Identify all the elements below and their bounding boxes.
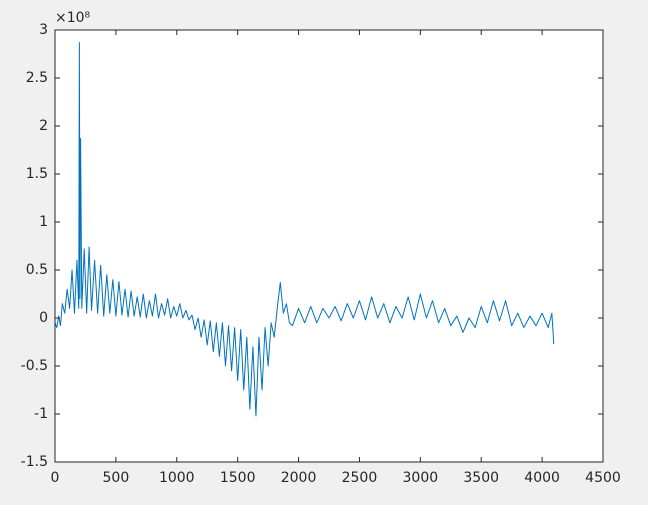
y-tick-label: 1 <box>39 214 48 230</box>
y-tick-label: 2 <box>39 118 48 134</box>
y-tick-label: -1 <box>34 406 48 422</box>
y-tick-label: -1.5 <box>21 454 48 470</box>
x-tick-label: 1500 <box>220 470 256 486</box>
x-tick-label: 2500 <box>342 470 378 486</box>
x-tick-label: 4500 <box>585 470 621 486</box>
x-tick-label: 3500 <box>463 470 499 486</box>
y-tick-label: 2.5 <box>26 70 48 86</box>
x-tick-label: 1000 <box>159 470 195 486</box>
y-tick-label: 0 <box>39 310 48 326</box>
y-tick-label: 3 <box>39 22 48 38</box>
y-tick-label: -0.5 <box>21 358 48 374</box>
x-tick-label: 500 <box>103 470 130 486</box>
y-tick-label: 1.5 <box>26 166 48 182</box>
x-tick-label: 4000 <box>524 470 560 486</box>
data-line <box>54 41 555 417</box>
y-tick-label: 0.5 <box>26 262 48 278</box>
x-tick-label: 2000 <box>281 470 317 486</box>
axes-box <box>54 29 604 463</box>
plot-area <box>55 30 603 462</box>
x-tick-label: 3000 <box>403 470 439 486</box>
x-tick-label: 0 <box>51 470 60 486</box>
y-multiplier: ×10⁸ <box>55 10 91 26</box>
